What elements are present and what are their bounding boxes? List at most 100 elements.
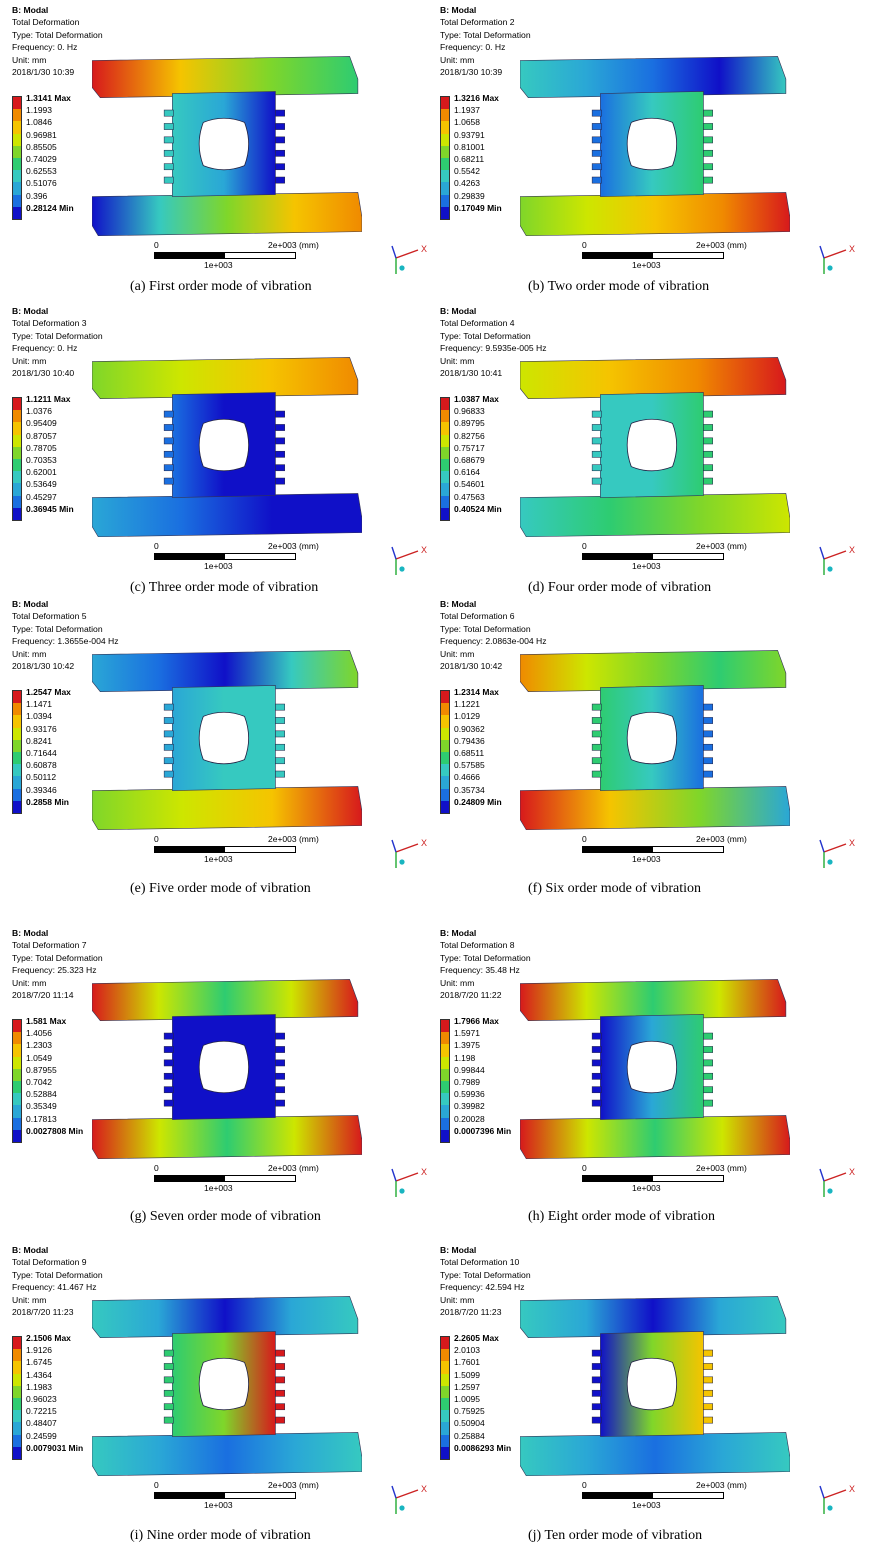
- stiffener-rib: [703, 450, 713, 458]
- scale-ruler: 0 2e+003 (mm) 1e+003: [582, 1480, 782, 1516]
- bottom-flange: [520, 1115, 790, 1160]
- triad-origin-icon: [399, 1505, 405, 1511]
- scale-far: 2e+003 (mm): [696, 834, 747, 844]
- legend-value: 0.75717: [454, 442, 485, 453]
- triad-x-label: X: [421, 1167, 427, 1177]
- legend-value: 0.36945 Min: [26, 503, 74, 514]
- stiffener-rib: [163, 1059, 174, 1067]
- result-name: Total Deformation 5: [12, 611, 87, 622]
- legend-swatch: [13, 1129, 21, 1142]
- centre-cutout: [626, 1357, 678, 1411]
- scale-far: 2e+003 (mm): [268, 834, 319, 844]
- stiffener-rib: [591, 717, 602, 724]
- legend-swatch: [13, 1337, 21, 1350]
- triad-origin-icon: [827, 566, 833, 572]
- legend-swatch: [441, 398, 449, 411]
- bottom-flange: [92, 192, 362, 237]
- analysis-title: B: Modal: [12, 928, 49, 938]
- frequency-text: Frequency: 0. Hz: [12, 42, 78, 53]
- stiffener-rib: [275, 136, 285, 144]
- result-info: B: Modal Total Deformation 8 Type: Total D…: [440, 927, 531, 1001]
- legend-swatch: [441, 109, 449, 122]
- legend-swatch: [13, 1068, 21, 1081]
- unit-text: Unit: mm: [12, 977, 47, 988]
- stiffener-rib: [591, 1403, 602, 1411]
- stiffener-rib: [163, 703, 174, 711]
- legend-value: 1.3216 Max: [454, 93, 499, 103]
- unit-text: Unit: mm: [440, 355, 475, 366]
- legend-value: 0.35349: [26, 1101, 57, 1112]
- stiffener-rib: [275, 1099, 285, 1107]
- legend-swatch: [13, 703, 21, 716]
- legend-value: 1.1471: [26, 699, 52, 710]
- legend-swatch: [13, 1080, 21, 1094]
- scale-ruler: 0 2e+003 (mm) 1e+003: [582, 541, 782, 577]
- scale-ruler: 0 2e+003 (mm) 1e+003: [582, 240, 782, 276]
- stiffener-rib: [163, 1032, 174, 1040]
- stiffener-rib: [591, 176, 602, 184]
- legend-swatch: [441, 422, 449, 435]
- legend-colorbar: [12, 1336, 22, 1460]
- result-name: Total Deformation 2: [440, 17, 515, 28]
- legend-value: 0.52884: [26, 1089, 57, 1100]
- scale-ruler: 0 2e+003 (mm) 1e+003: [154, 541, 354, 577]
- stiffener-rib: [591, 770, 602, 778]
- triad-z-axis: [391, 245, 397, 259]
- bottom-flange: [520, 493, 790, 538]
- stiffener-rib: [703, 1099, 713, 1107]
- legend-swatch: [441, 133, 449, 146]
- legend-value: 1.2597: [454, 1381, 480, 1392]
- panel-caption: (i) Nine order mode of vibration: [130, 1528, 311, 1543]
- unit-text: Unit: mm: [440, 648, 475, 659]
- legend-swatch: [441, 1385, 449, 1398]
- scale-ruler: 0 2e+003 (mm) 1e+003: [154, 834, 354, 870]
- bottom-flange: [92, 786, 362, 831]
- legend-swatch: [13, 1044, 21, 1057]
- triad-origin-icon: [399, 566, 405, 572]
- legend-swatch: [13, 133, 21, 146]
- triad-x-axis: [823, 249, 847, 259]
- triad-origin-icon: [827, 859, 833, 865]
- bottom-flange: [92, 1115, 362, 1160]
- centre-cutout: [626, 1040, 678, 1094]
- scale-ruler: 0 2e+003 (mm) 1e+003: [154, 1480, 354, 1516]
- legend-swatch: [13, 691, 21, 704]
- legend-value: 0.5542: [454, 166, 480, 177]
- legend-value: 0.95409: [26, 418, 57, 429]
- triad-x-label: X: [421, 1484, 427, 1494]
- legend-swatch: [441, 800, 449, 813]
- legend-value: 0.47563: [454, 491, 485, 502]
- stiffener-rib: [703, 1376, 713, 1384]
- legend-colorbar: [12, 397, 22, 521]
- legend-value: 0.96981: [26, 129, 57, 140]
- scale-far: 2e+003 (mm): [696, 1480, 747, 1490]
- result-type: Type: Total Deformation: [12, 29, 103, 40]
- triad-x-label: X: [849, 545, 855, 555]
- panel-caption: (d) Four order mode of vibration: [528, 580, 712, 595]
- scale-zero: 0: [154, 240, 159, 250]
- legend-swatch: [13, 739, 21, 752]
- legend-swatch: [13, 206, 21, 219]
- result-type: Type: Total Deformation: [12, 1269, 103, 1280]
- legend-swatch: [441, 1349, 449, 1362]
- legend-swatch: [441, 1093, 449, 1106]
- scale-mid: 1e+003: [204, 854, 233, 864]
- stiffener-rib: [591, 149, 602, 157]
- legend-value: 1.5099: [454, 1369, 480, 1380]
- stiffener-rib: [703, 163, 713, 171]
- legend-swatch: [441, 157, 449, 171]
- legend-swatch: [441, 1361, 449, 1374]
- stiffener-rib: [275, 730, 285, 738]
- legend-value: 0.85505: [26, 141, 57, 152]
- stiffener-rib: [275, 1363, 285, 1370]
- scale-ruler: 0 2e+003 (mm) 1e+003: [154, 1163, 354, 1199]
- contour-legend: 1.2314 Max 1.1221 1.0129 0.90362 0.79436 0.68…: [440, 687, 560, 820]
- legend-swatch: [13, 1105, 21, 1118]
- unit-text: Unit: mm: [440, 1294, 475, 1305]
- stiffener-rib: [591, 123, 602, 130]
- stiffener-rib: [275, 109, 285, 117]
- fea-contour-model: [92, 1296, 362, 1477]
- legend-value: 0.53649: [26, 479, 57, 490]
- top-flange: [520, 650, 787, 692]
- frequency-text: Frequency: 41.467 Hz: [12, 1282, 97, 1293]
